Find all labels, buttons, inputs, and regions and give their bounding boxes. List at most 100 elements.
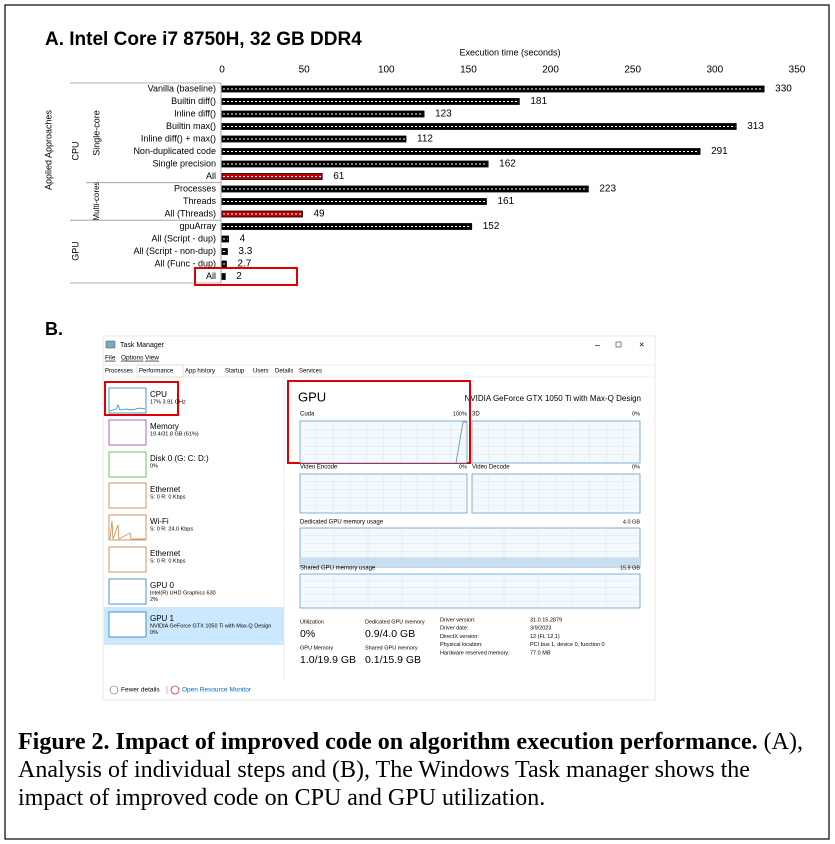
sidebar-name[interactable]: CPU [150,390,167,399]
stat-value: 0.9/4.0 GB [365,628,415,640]
x-tick-label: 200 [542,65,559,76]
bar [222,99,519,105]
tab[interactable]: Startup [225,369,245,375]
graph-label: Shared GPU memory usage [300,566,376,572]
value-label: 3.3 [238,246,252,257]
group-label: CPU [70,141,80,160]
detail-value: 77.0 MB [530,650,551,656]
y-tick-label: Inline diff() + max() [141,133,216,143]
stat-label: GPU Memory [300,645,334,651]
x-tick-label: 250 [624,65,641,76]
panel-label: B. [45,319,63,339]
detail-value: 3/9/2023 [530,626,551,632]
graph-label: Video Encode [300,465,338,471]
stat-label: Shared GPU memory [365,645,418,651]
stat-label: Dedicated GPU memory [365,619,425,625]
graph-label: Cuda [300,412,315,418]
group-label: GPU [70,241,80,261]
y-tick-label: All (Script - dup) [151,233,216,243]
detail-label: DirectX version: [440,634,479,640]
value-label: 4 [240,234,246,245]
graph-max: 15.9 GB [620,565,641,571]
tab[interactable]: Processes [105,369,133,375]
fewer-details-link[interactable]: Fewer details [121,687,160,694]
sidebar-name[interactable]: Wi-Fi [150,517,169,526]
value-label: 61 [333,171,345,182]
tab[interactable]: Performance [139,369,174,375]
y-axis-label: Applied Approaches [43,109,53,190]
close-button[interactable]: × [639,339,644,349]
value-label: 162 [499,159,516,170]
value-label: 223 [599,184,616,195]
menu-item[interactable]: View [145,355,159,362]
bar [222,236,229,242]
stat-label: Utilization [300,619,324,625]
value-label: 112 [417,134,433,145]
graph-max: 0% [459,464,467,470]
detail-label: Driver version: [440,617,476,623]
y-tick-label: Threads [183,196,217,206]
tab[interactable]: App history [185,369,215,375]
gpu-model: NVIDIA GeForce GTX 1050 Ti with Max-Q De… [464,394,641,403]
graph-max: 0% [632,411,640,417]
graph-label: Video Decode [472,465,510,471]
subgroup-label: Multi-cores [92,181,101,220]
sidebar-name[interactable]: GPU 0 [150,581,175,590]
figure: A. Intel Core i7 8750H, 32 GB DDR4 Execu… [0,0,835,844]
y-tick-label: Builtin max() [166,121,216,131]
detail-label: Physical location: [440,642,483,648]
menu-item[interactable]: File [105,355,116,362]
thumbnail[interactable] [109,452,146,477]
caption: Figure 2. Impact of improved code on alg… [18,728,818,812]
y-tick-label: Inline diff() [174,108,216,118]
sidebar-name[interactable]: Disk 0 (G: C: D:) [150,454,209,463]
x-tick-label: 50 [299,65,311,76]
stat-value: 0.1/15.9 GB [365,654,421,666]
value-label: 313 [747,121,764,132]
value-label: 123 [435,109,452,120]
sidebar-name[interactable]: Ethernet [150,485,181,494]
x-tick-label: 350 [789,65,806,76]
tab[interactable]: Details [275,369,293,375]
tab[interactable]: Users [253,369,269,375]
thumbnail[interactable] [109,579,146,604]
value-label: 2 [236,271,242,282]
value-label: 161 [498,196,515,207]
detail-value: 31.0.15.2879 [530,617,562,623]
app-icon [106,341,115,348]
sidebar-detail: Intel(R) UHD Graphics 630 [150,590,216,596]
sidebar-name[interactable]: Memory [150,422,179,431]
x-tick-label: 100 [378,65,395,76]
y-tick-label: All [206,271,216,281]
detail-value: PCI bus 1, device 0, function 0 [530,642,605,648]
stat-value: 0% [300,628,315,640]
menu-item[interactable]: Options [121,355,144,362]
caption-title: Figure 2. Impact of improved code on alg… [18,729,758,755]
sidebar-name[interactable]: Ethernet [150,549,181,558]
subgroup-label: Single-core [91,110,101,156]
value-label: 2.7 [237,259,251,270]
thumbnail[interactable] [109,547,146,572]
sidebar-detail: 0% [150,463,158,469]
value-label: 330 [775,84,792,95]
thumbnail[interactable] [109,612,146,637]
value-label: 291 [711,146,728,157]
sidebar-detail: NVIDIA GeForce GTX 1050 Ti with Max-Q De… [150,623,271,629]
minimize-button[interactable]: – [595,339,600,349]
tab[interactable]: Services [299,369,322,375]
sidebar-detail: 19.4/31.8 GB (61%) [150,431,199,437]
graph-label: 3D [472,412,480,418]
value-label: 152 [483,221,500,232]
thumbnail[interactable] [109,515,146,540]
resource-monitor-link[interactable]: Open Resource Monitor [182,687,252,694]
chart-title: A. Intel Core i7 8750H, 32 GB DDR4 [45,29,362,50]
bar [222,274,225,280]
graph-max: 4.0 GB [623,519,640,525]
y-tick-label: All [206,171,216,181]
y-tick-label: All (Threads) [164,208,216,218]
sidebar-name[interactable]: GPU 1 [150,614,175,623]
thumbnail[interactable] [109,420,146,445]
thumbnail[interactable] [109,483,146,508]
x-tick-label: 300 [707,65,724,76]
sidebar-detail: 2% [150,597,158,603]
